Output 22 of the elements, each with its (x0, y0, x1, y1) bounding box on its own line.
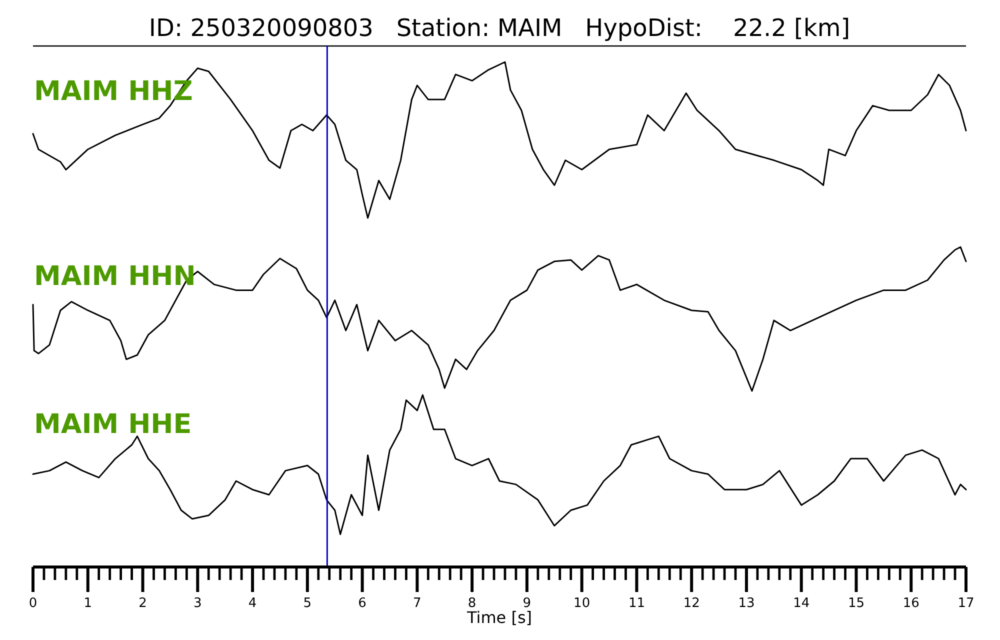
x-tick-label: 8 (468, 596, 476, 611)
x-tick-label: 9 (522, 596, 532, 611)
chart-title: ID: 250320090803 Station: MAIM HypoDist: 22.2 [km] (148, 14, 850, 42)
x-tick-label: 17 (958, 596, 974, 611)
x-tick-label: 3 (194, 596, 202, 611)
x-tick-label: 4 (248, 596, 257, 611)
x-axis-title: Time [s] (466, 608, 532, 627)
x-tick-label: 11 (628, 596, 645, 611)
x-tick-label: 1 (84, 596, 92, 611)
x-tick-label: 10 (574, 596, 590, 611)
x-tick-label: 12 (683, 596, 700, 611)
x-tick-label: 14 (793, 596, 810, 611)
annotation: MAIM HHE (34, 409, 192, 440)
x-tick-label: 7 (413, 596, 422, 611)
x-tick-label: 6 (358, 596, 366, 611)
x-tick-label: 0 (28, 596, 38, 611)
annotation: MAIM HHN (34, 261, 196, 292)
x-tick-label: 16 (902, 596, 920, 611)
x-tick-label: 2 (138, 596, 147, 611)
x-tick-label: 5 (303, 596, 312, 611)
x-tick-label: 15 (848, 596, 865, 611)
x-tick-label: 13 (738, 596, 755, 611)
